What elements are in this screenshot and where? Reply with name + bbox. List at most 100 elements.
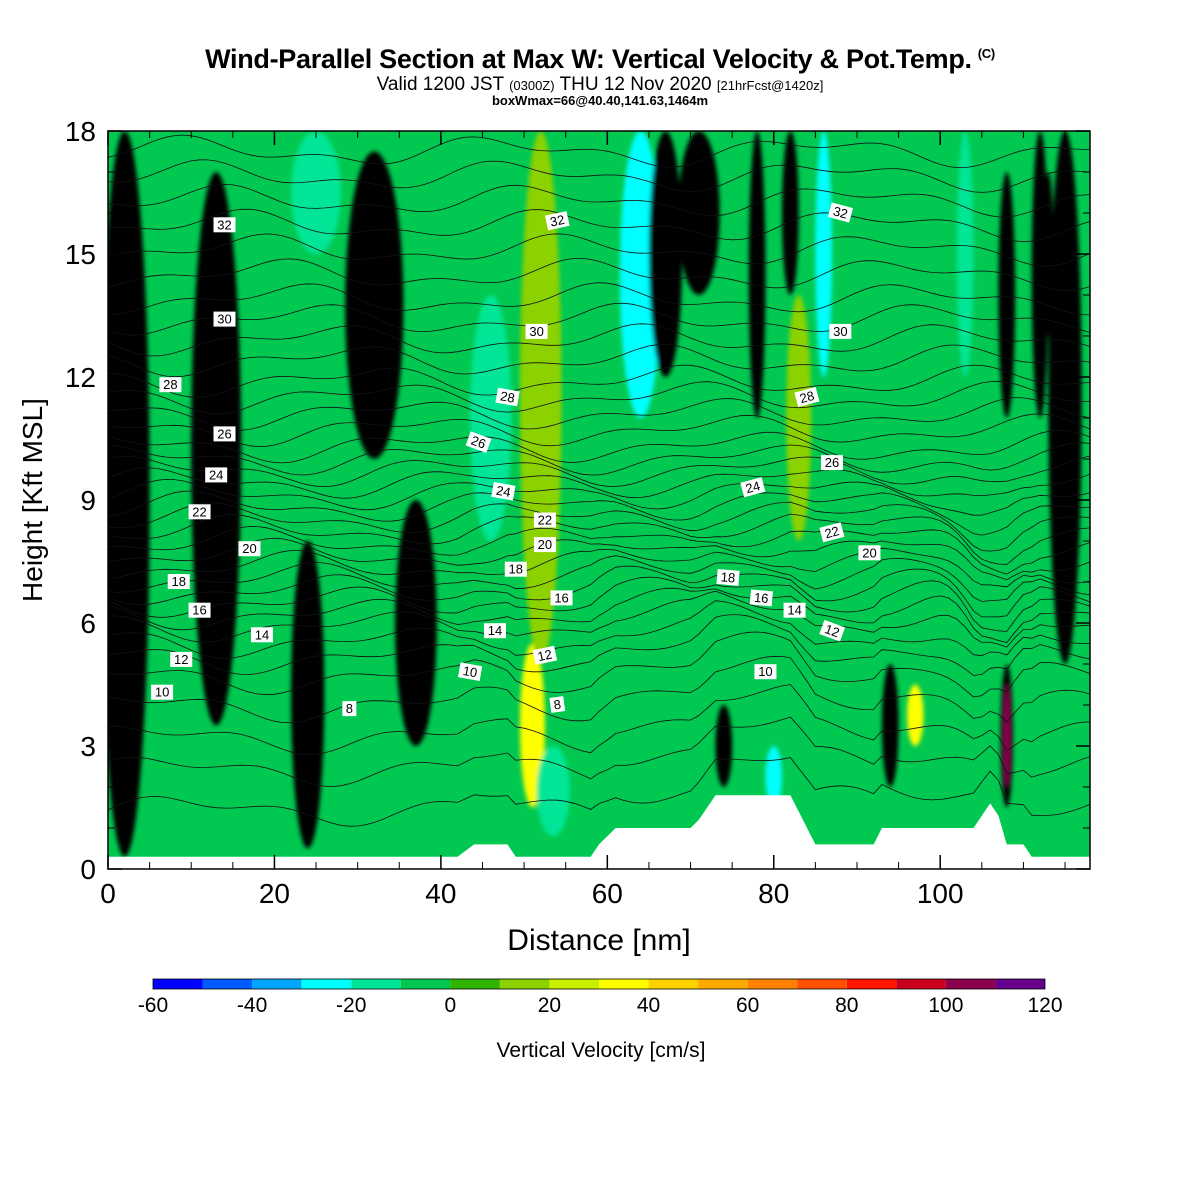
contour-label: 22 — [533, 512, 556, 528]
theta-contour-line — [108, 526, 1090, 575]
colorbar-tick-label: -40 — [237, 994, 267, 1017]
y-tick-label: 0 — [80, 854, 96, 885]
theta-contour-line — [108, 467, 1090, 499]
colorbar-segment — [599, 979, 649, 989]
velocity-feature — [108, 131, 150, 857]
colorbar-segment — [896, 979, 946, 989]
theta-contour-line — [108, 490, 1090, 536]
copyright-mark: (C) — [977, 46, 995, 61]
contour-label: 12 — [532, 645, 558, 665]
velocity-feature — [519, 131, 562, 664]
contour-label: 30 — [213, 311, 236, 327]
contour-label-text: 30 — [217, 312, 231, 327]
colorbar-segment — [252, 979, 302, 989]
contour-label-text: 14 — [255, 627, 269, 642]
contour-label: 30 — [525, 323, 548, 339]
valid-time-line: Valid 1200 JST (0300Z) THU 12 Nov 2020 [… — [0, 75, 1200, 96]
contour-label: 20 — [858, 545, 881, 561]
contour-label: 16 — [550, 590, 573, 606]
velocity-feature — [1031, 131, 1049, 418]
theta-contour-line — [108, 134, 1090, 168]
theta-contour-line — [108, 364, 1090, 398]
contour-label-text: 24 — [495, 483, 512, 500]
theta-contour-line — [108, 576, 1090, 632]
velocity-feature — [881, 664, 899, 787]
colorbar-tick-label: -60 — [138, 994, 168, 1017]
contour-label: 20 — [238, 541, 261, 557]
contour-label-text: 16 — [554, 590, 568, 605]
theta-contour-line — [108, 183, 1090, 218]
contour-label: 28 — [159, 377, 182, 393]
colorbar-tick-label: 40 — [637, 994, 660, 1017]
velocity-feature — [678, 131, 720, 295]
contour-label-text: 30 — [529, 324, 543, 339]
contour-label-text: 18 — [509, 562, 523, 577]
colorbar-segment — [945, 979, 996, 989]
y-tick-label: 12 — [65, 362, 96, 393]
theta-contour-line — [108, 600, 1090, 659]
contour-label-text: 8 — [346, 701, 353, 716]
velocity-feature — [470, 295, 512, 541]
contour-label: 22 — [819, 522, 845, 543]
velocity-feature — [748, 131, 766, 418]
contour-label-text: 8 — [553, 697, 562, 713]
colorbar-segment — [995, 979, 1045, 989]
contour-label-text: 18 — [720, 569, 736, 585]
theta-contour-line — [108, 323, 1090, 357]
contour-label-text: 22 — [823, 523, 841, 541]
contour-label: 32 — [827, 202, 854, 223]
contour-label: 16 — [749, 589, 773, 607]
contour-label-text: 16 — [753, 590, 769, 606]
theta-contour-line — [108, 282, 1090, 316]
y-tick-label: 3 — [80, 731, 96, 762]
x-axis-label: Distance [nm] — [507, 924, 690, 957]
colorbar-segment — [549, 979, 599, 989]
contour-label-text: 20 — [242, 541, 256, 556]
theta-contour-line — [108, 397, 1090, 431]
contour-label-text: 20 — [862, 545, 876, 560]
x-tick-label: 60 — [592, 878, 623, 909]
velocity-feature — [536, 746, 570, 837]
velocity-feature — [1048, 131, 1082, 664]
theta-contour-line — [108, 684, 1090, 756]
valid-prefix: Valid 1200 JST — [376, 74, 504, 95]
y-tick-label: 6 — [80, 608, 96, 639]
contour-label-text: 28 — [499, 388, 516, 405]
colorbar-frame — [152, 978, 1046, 990]
contour-label-text: 14 — [787, 603, 801, 618]
theta-contour-line — [108, 513, 1090, 565]
contour-label: 32 — [544, 211, 570, 231]
y-tick-label: 15 — [65, 239, 96, 270]
contour-label-text: 12 — [174, 652, 188, 667]
velocity-feature — [1003, 684, 1011, 787]
contour-label: 16 — [188, 602, 211, 618]
colorbar-tick-label: 20 — [538, 994, 561, 1017]
velocity-feature — [906, 684, 924, 746]
contour-label: 32 — [213, 217, 236, 233]
colorbar-segment — [450, 979, 500, 989]
contour-label-text: 26 — [469, 433, 488, 452]
velocity-feature — [648, 131, 683, 377]
theta-contour-line — [108, 590, 1090, 648]
contour-label-text: 18 — [172, 574, 186, 589]
contour-label-text: 26 — [217, 426, 231, 441]
colorbar-segment — [202, 979, 253, 989]
terrain — [108, 795, 1090, 869]
contour-label-text: 28 — [798, 388, 816, 406]
theta-contour-line — [108, 442, 1090, 476]
colorbar-tick-label: 60 — [736, 994, 759, 1017]
colorbar-tick-label: 100 — [928, 994, 963, 1017]
contour-label: 14 — [250, 627, 273, 643]
theta-contour-line — [108, 380, 1090, 415]
colorbar-tick-label: -20 — [336, 994, 366, 1017]
contour-label: 26 — [821, 455, 844, 471]
contour-label: 12 — [170, 651, 193, 667]
theta-contour-line — [108, 429, 1090, 464]
contour-label: 18 — [716, 568, 740, 586]
contour-label-text: 26 — [825, 455, 839, 470]
x-tick-label: 0 — [100, 878, 116, 909]
colorbar-segment — [351, 979, 401, 989]
contour-label-text: 20 — [538, 537, 552, 552]
contour-label-text: 32 — [832, 203, 850, 221]
velocity-feature — [998, 172, 1016, 418]
